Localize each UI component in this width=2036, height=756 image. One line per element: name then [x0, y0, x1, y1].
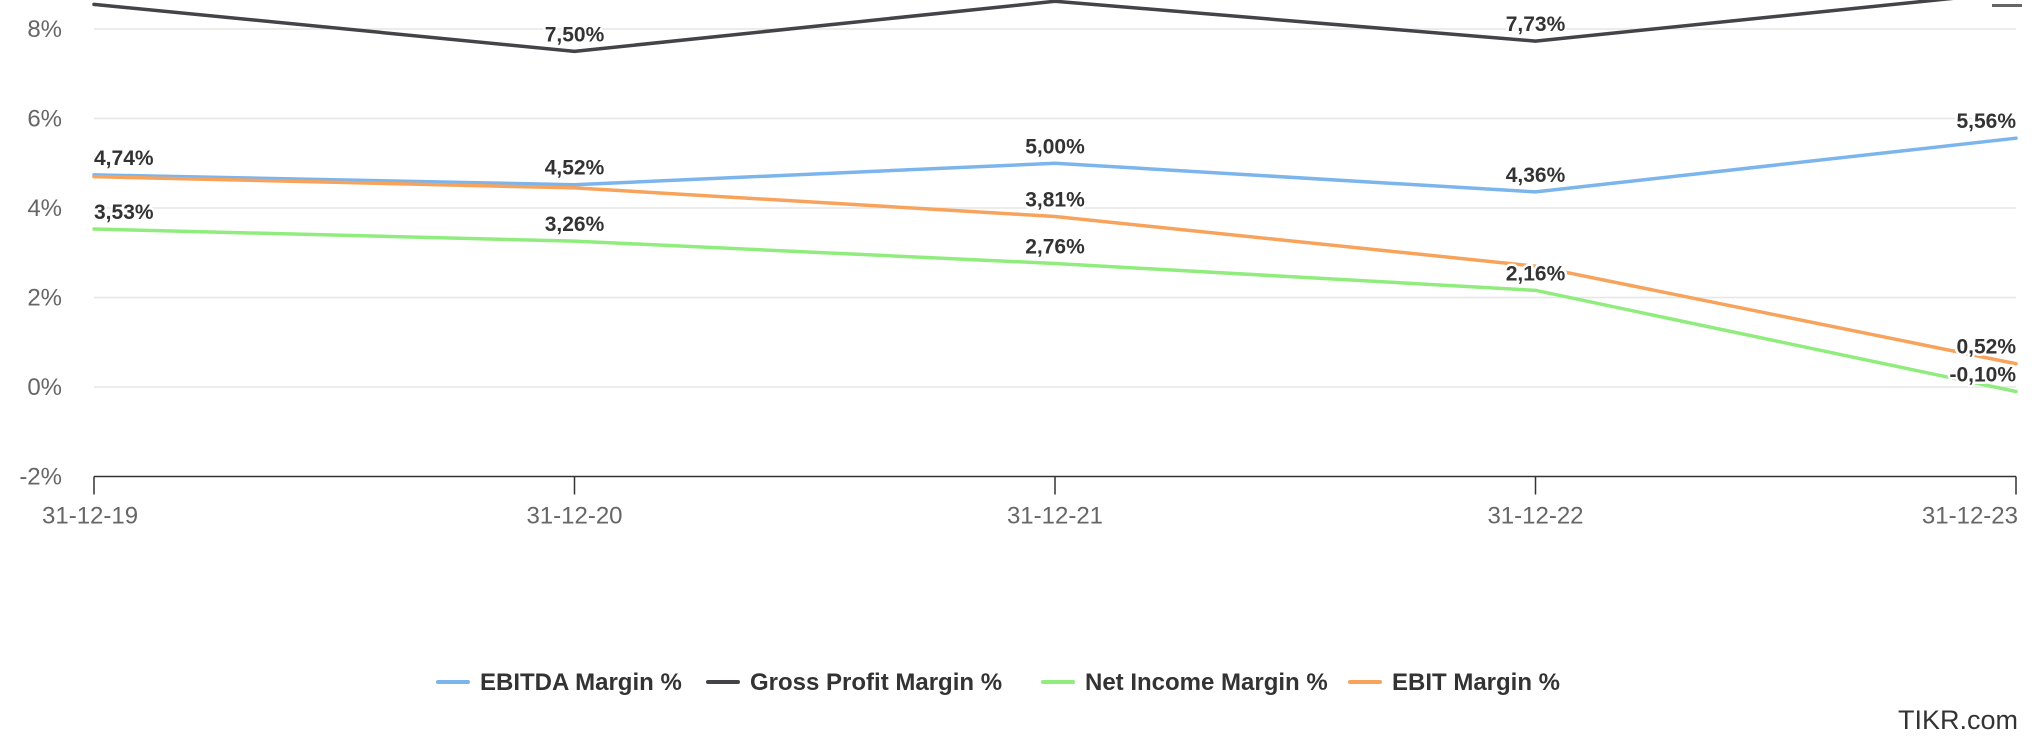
legend-item[interactable]: EBITDA Margin %: [436, 669, 682, 696]
data-label: 3,53%: [94, 201, 154, 224]
chart-credit[interactable]: TIKR.com: [1897, 705, 2018, 735]
legend-item[interactable]: Gross Profit Margin %: [706, 669, 1002, 696]
x-tick-label: 31-12-22: [1487, 503, 1583, 530]
chart-menu-icon[interactable]: [1992, 0, 2022, 7]
x-tick-label: 31-12-23: [1922, 503, 2018, 530]
legend: EBITDA Margin % Gross Profit Margin % Net …: [436, 669, 1560, 696]
data-label: 3,81%: [1025, 189, 1085, 212]
x-tick-label: 31-12-19: [42, 503, 138, 530]
data-label: 3,26%: [545, 213, 605, 236]
x-tick-label: 31-12-21: [1007, 503, 1103, 530]
x-tick-label: 31-12-20: [526, 503, 622, 530]
y-tick-label: 8%: [27, 16, 62, 43]
y-tick-label: 0%: [27, 374, 62, 401]
data-label: 7,73%: [1506, 13, 1566, 36]
y-tick-label: 6%: [27, 106, 62, 133]
data-label: 5,56%: [1956, 110, 2016, 133]
series-line: [92, 0, 1954, 54]
series-line: [92, 227, 2018, 394]
data-label: -0,10%: [1949, 363, 2016, 386]
legend-label: Gross Profit Margin %: [750, 669, 1002, 696]
y-tick-label: 2%: [27, 285, 62, 312]
data-label: 0,52%: [1956, 336, 2016, 359]
data-label: 2,76%: [1025, 235, 1085, 258]
series-line: [92, 174, 2018, 366]
legend-item[interactable]: Net Income Margin %: [1041, 669, 1328, 696]
series-line: [92, 136, 2018, 194]
data-label: 4,74%: [94, 147, 154, 170]
data-labels: 4,74%4,52%5,00%4,36%5,56%8,55%7,50%8,62%…: [92, 0, 2019, 389]
legend-label: Net Income Margin %: [1085, 669, 1328, 696]
data-label: 5,00%: [1025, 135, 1085, 158]
legend-item[interactable]: EBIT Margin %: [1348, 669, 1560, 696]
y-tick-label: -2%: [19, 464, 62, 491]
data-label: 4,52%: [545, 157, 605, 180]
legend-label: EBITDA Margin %: [480, 669, 682, 696]
data-label: 7,50%: [545, 23, 605, 46]
y-tick-label: 4%: [27, 195, 62, 222]
data-label: 2,16%: [1506, 262, 1566, 285]
data-label: 4,36%: [1506, 164, 1566, 187]
legend-label: EBIT Margin %: [1392, 669, 1560, 696]
series-lines: [92, 0, 2018, 394]
